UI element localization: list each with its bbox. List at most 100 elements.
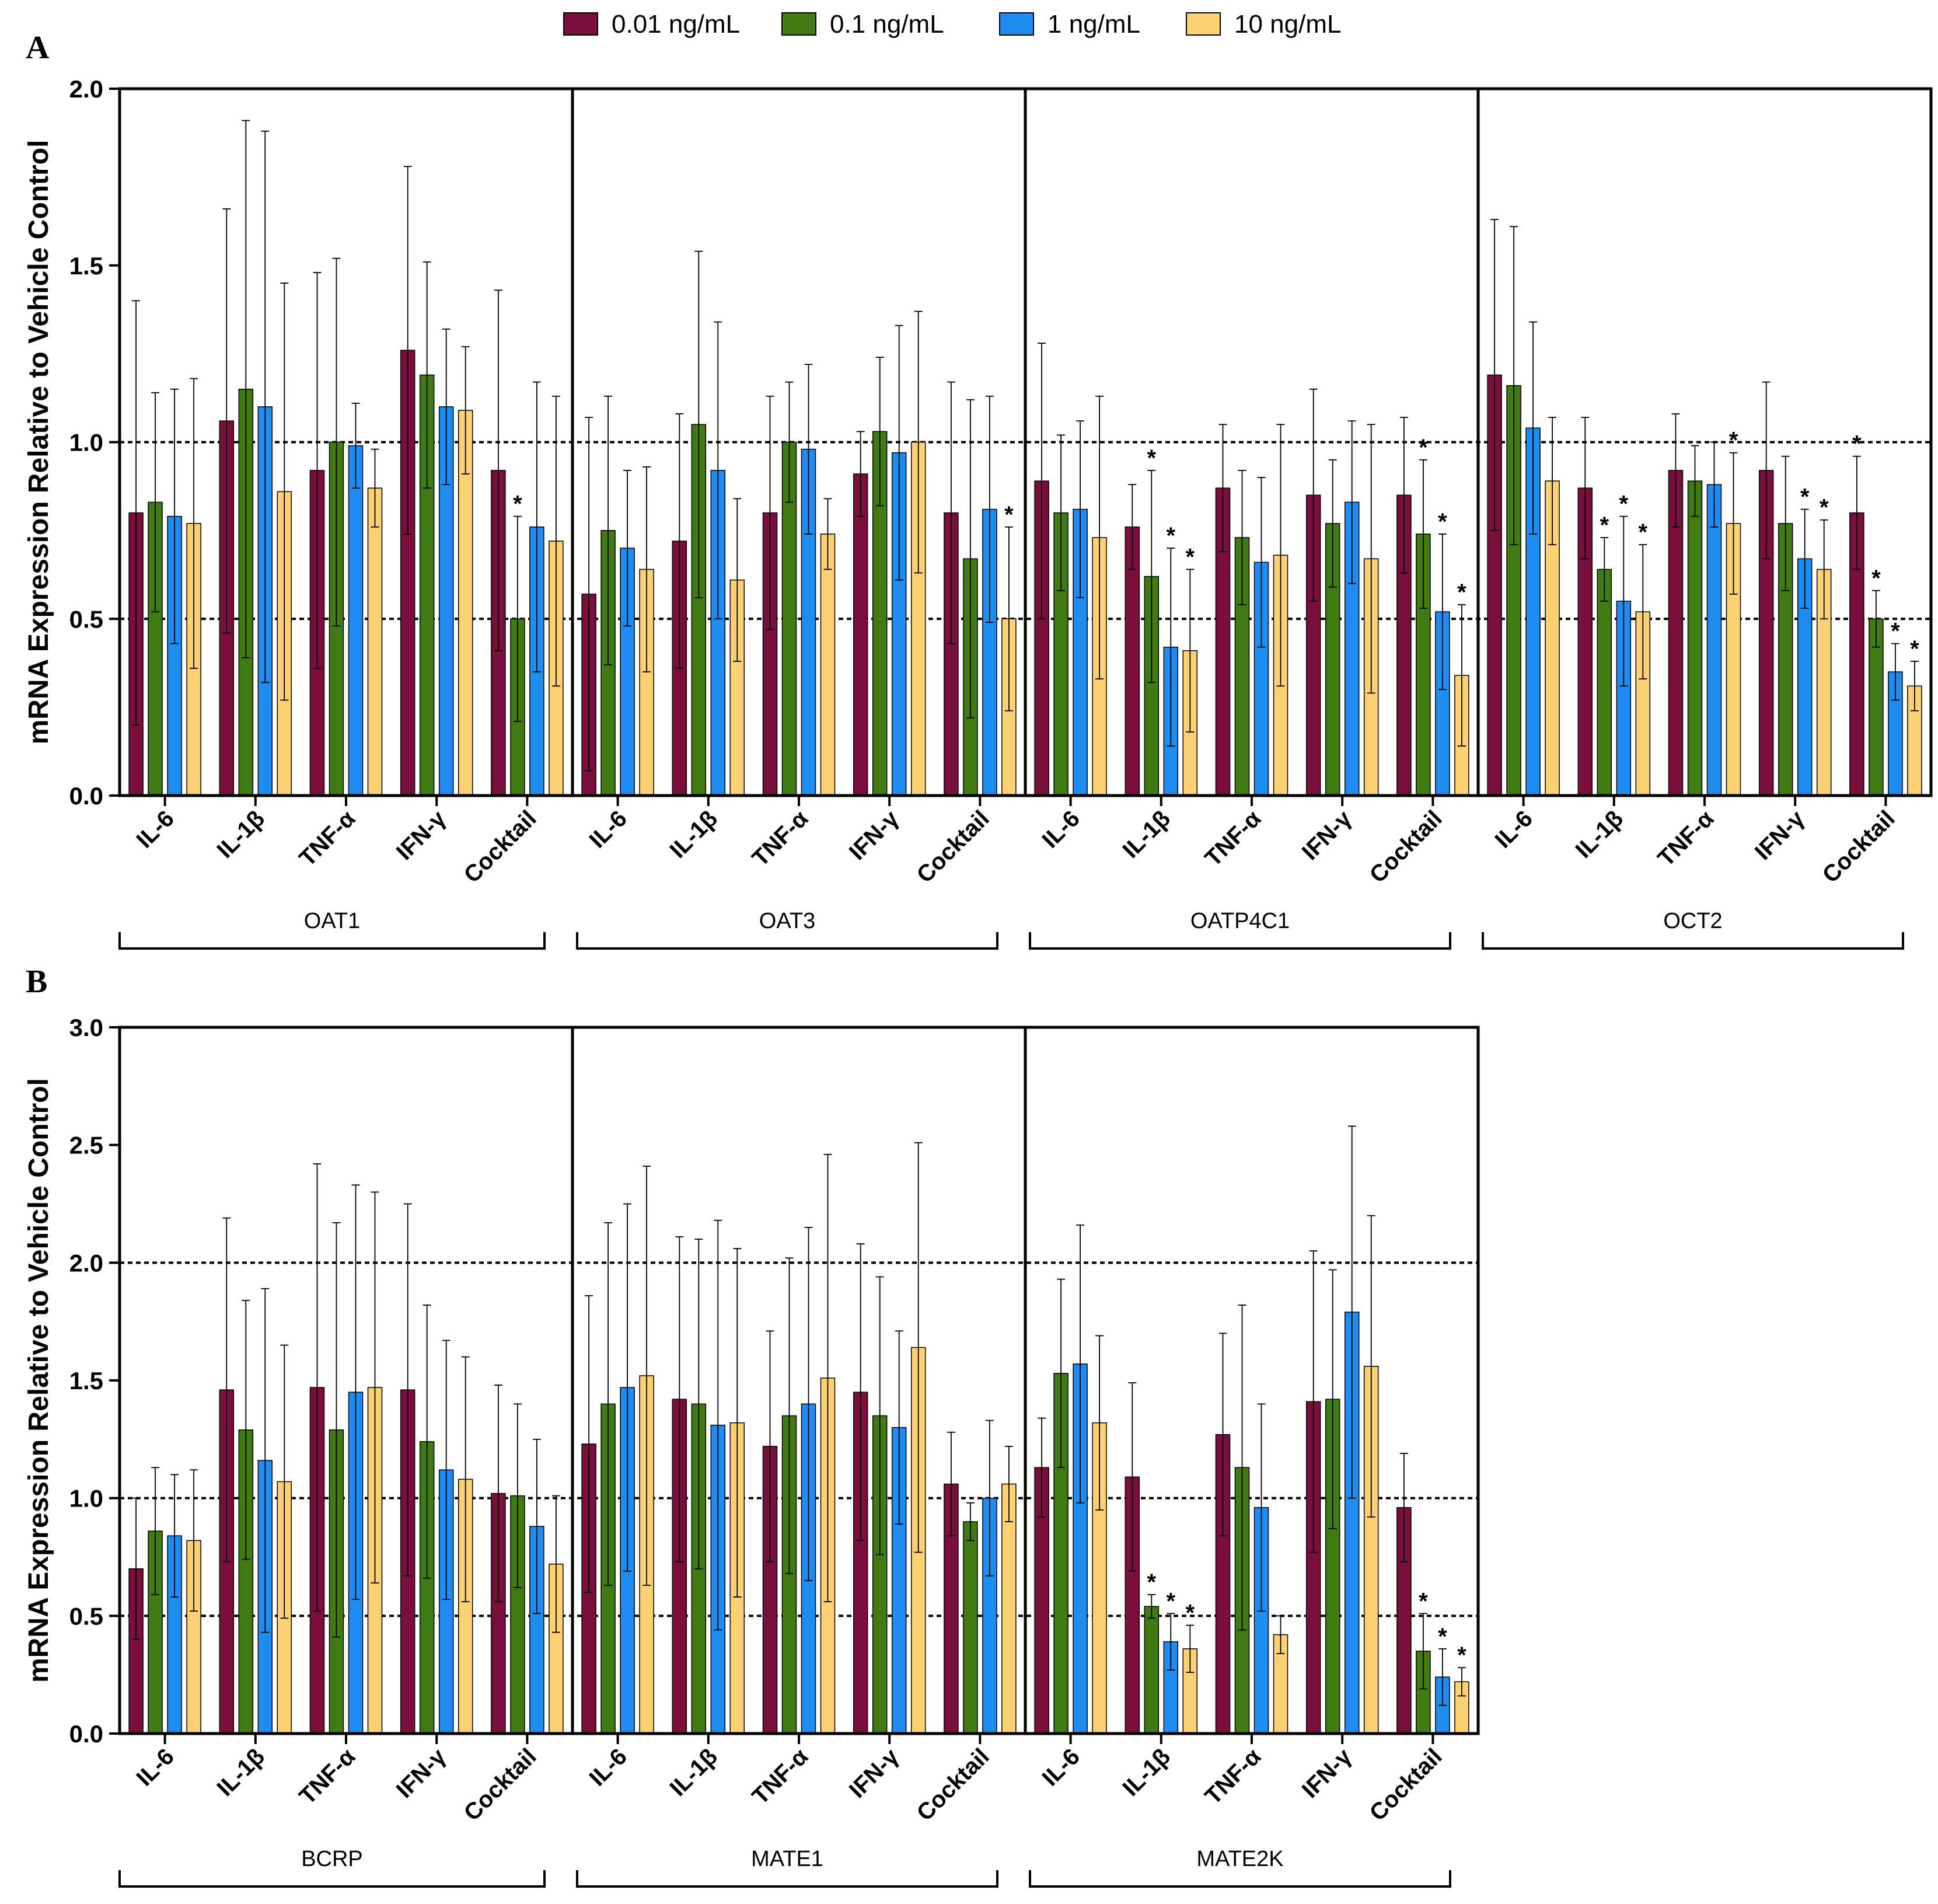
x-tick-label-tnf: TNF-α [747,805,813,871]
legend-label-0-01-ng-ml: 0.01 ng/mL [612,10,740,39]
x-tick-label-il-6: IL-6 [132,1743,179,1791]
significance-star: * [1871,566,1881,591]
x-tick-label-il-6: IL-6 [585,1743,632,1791]
bar-oct2-il-1-0-1-ng-ml [1597,569,1612,796]
significance-star: * [1457,580,1466,605]
x-tick-label-cocktail: Cocktail [1818,805,1900,888]
bar-bcrp-il-6-10-ng-ml [186,1540,201,1734]
x-tick-label-cocktail: Cocktail [459,1743,542,1826]
x-tick-label-tnf: TNF-α [294,1743,360,1809]
significance-star: * [1186,544,1195,570]
group-label-oatp4c1: OATP4C1 [1190,909,1290,933]
group-bracket [1482,932,1904,950]
bar-oatp4c1-il-1-0-01-ng-ml [1125,526,1140,796]
y-axis-label: mRNA Expression Relative to Vehicle Cont… [23,1078,54,1683]
panel-letter: B [26,964,47,1000]
legend-swatch-1-ng-ml [999,12,1034,36]
plot-frame [118,1026,1480,1735]
significance-star: * [1457,1643,1466,1668]
bar-oatp4c1-tnf-0-01-ng-ml [1215,487,1231,796]
bar-mate1-cocktail-10-ng-ml [1001,1483,1017,1734]
significance-star: * [1186,1600,1195,1626]
y-axis-label: mRNA Expression Relative to Vehicle Cont… [23,140,54,745]
panel-letter: A [26,30,50,66]
significance-star: * [1619,491,1629,517]
x-tick-label-tnf: TNF-α [747,1743,813,1809]
group-mate1: IL-6 IL-1β TNF-α IFN-γ Cocktail MATE1 [576,1142,1017,1888]
legend-label-0-1-ng-ml: 0.1 ng/mL [830,10,944,39]
y-tick-label: 3.0 [69,1014,103,1041]
group-bracket [1029,932,1451,950]
significance-star: * [1419,1588,1428,1614]
legend-swatch-10-ng-ml [1186,12,1221,36]
x-tick-label-tnf: TNF-α [1200,1743,1266,1809]
x-tick-label-cocktail: Cocktail [1365,805,1447,888]
bar-oct2-il-1-1-ng-ml [1616,601,1632,796]
x-tick-label-ifn: IFN-γ [1297,805,1357,865]
group-label-oat1: OAT1 [304,909,360,933]
bar-oat1-ifn-0-01-ng-ml [400,350,415,796]
bar-oat3-tnf-10-ng-ml [820,533,836,796]
significance-star: * [1729,428,1738,454]
y-tick-label: 1.0 [69,429,103,456]
significance-star: * [1147,1570,1157,1595]
x-tick-label-il-1: IL-1β [1571,805,1629,863]
significance-star: * [1419,435,1428,461]
x-tick-label-il-1: IL-1β [665,805,723,863]
group-label-bcrp: BCRP [301,1847,363,1871]
significance-star: * [1147,445,1157,471]
x-tick-label-il-6: IL-6 [132,805,179,853]
plot-frame [118,87,1933,797]
significance-star: * [1600,512,1609,538]
x-tick-label-il-1: IL-1β [665,1743,723,1801]
y-tick-label: 1.5 [69,1367,103,1394]
y-tick-label: 2.0 [69,1249,103,1277]
group-oatp4c1: IL-6 * * * IL-1β TNF-α IFN-γ * * * Cocktail OATP4C1 [1029,343,1469,950]
y-tick-label: 1.0 [69,1485,103,1512]
significance-star: * [513,491,522,517]
bar-oct2-tnf-0-1-ng-ml [1687,480,1703,796]
group-mate2k: IL-6 * * * IL-1β TNF-α IFN-γ * * * Cocktail MATE2K [1029,1125,1469,1888]
x-tick-label-il-6: IL-6 [1038,1743,1085,1791]
significance-star: * [1438,509,1447,535]
y-tick-label: 0.0 [69,782,103,810]
significance-star: * [1852,431,1862,457]
x-tick-label-ifn: IFN-γ [392,805,451,865]
x-tick-label-il-1: IL-1β [212,1743,270,1801]
x-tick-label-ifn: IFN-γ [1750,805,1810,865]
x-tick-label-il-1: IL-1β [212,805,270,863]
group-label-oat3: OAT3 [759,909,815,933]
y-tick-label: 0.5 [69,1602,103,1630]
group-label-mate2k: MATE2K [1196,1847,1283,1871]
significance-star: * [1820,495,1829,521]
x-tick-label-il-1: IL-1β [1118,805,1176,863]
significance-star: * [1167,523,1176,549]
y-tick-label: 0.0 [69,1720,103,1748]
legend-swatch-0-1-ng-ml [781,12,816,36]
bar-oct2-cocktail-0-1-ng-ml [1869,618,1884,796]
significance-star: * [1910,636,1919,662]
y-tick-label: 1.5 [69,252,103,280]
bar-oat1-tnf-10-ng-ml [367,487,383,796]
significance-star: * [1800,484,1810,510]
y-tick-label: 0.5 [69,605,103,633]
bar-oatp4c1-il-6-0-1-ng-ml [1053,512,1068,796]
bar-oat3-ifn-0-01-ng-ml [853,473,868,796]
significance-star: * [1639,519,1648,545]
bar-bcrp-il-6-0-01-ng-ml [128,1568,144,1734]
x-tick-label-il-6: IL-6 [1038,805,1085,853]
group-label-oct2: OCT2 [1663,909,1722,933]
significance-star: * [1167,1588,1176,1614]
group-bracket [576,932,998,950]
legend-swatch-0-01-ng-ml [563,12,598,36]
group-oat3: IL-6 IL-1β TNF-α IFN-γ * Cocktail OAT3 [576,250,1017,950]
x-tick-label-ifn: IFN-γ [844,1743,904,1803]
bar-mate2k-il-1-0-1-ng-ml [1144,1606,1160,1734]
x-tick-label-il-6: IL-6 [1490,805,1538,853]
x-tick-label-il-1: IL-1β [1118,1743,1176,1801]
significance-star: * [1004,502,1014,528]
y-tick-label: 2.5 [69,1132,103,1159]
significance-star: * [1438,1624,1447,1650]
